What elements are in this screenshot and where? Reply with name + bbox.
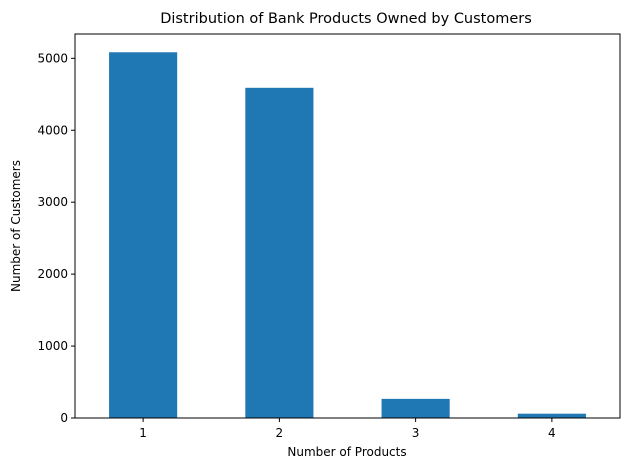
x-tick-label: 2 <box>276 426 284 440</box>
y-tick-label: 5000 <box>37 51 68 65</box>
x-axis-label: Number of Products <box>287 445 406 459</box>
bar-3 <box>381 398 450 418</box>
bar-4 <box>517 413 586 418</box>
x-axis-ticks: 1 2 3 4 <box>139 418 556 440</box>
bars-group <box>109 52 586 419</box>
y-axis-ticks: 0 1000 2000 3000 4000 5000 <box>37 51 75 425</box>
y-tick-label: 0 <box>60 411 68 425</box>
x-tick-label: 4 <box>548 426 556 440</box>
y-axis-label: Number of Customers <box>9 160 23 292</box>
y-tick-label: 3000 <box>37 195 68 209</box>
y-tick-label: 1000 <box>37 339 68 353</box>
x-tick-label: 3 <box>412 426 420 440</box>
x-tick-label: 1 <box>139 426 147 440</box>
plot-frame <box>74 33 621 419</box>
chart-title: Distribution of Bank Products Owned by C… <box>160 11 532 27</box>
y-tick-label: 2000 <box>37 267 68 281</box>
y-tick-label: 4000 <box>37 123 68 137</box>
bar-2 <box>245 87 314 419</box>
bar-1 <box>109 52 178 419</box>
